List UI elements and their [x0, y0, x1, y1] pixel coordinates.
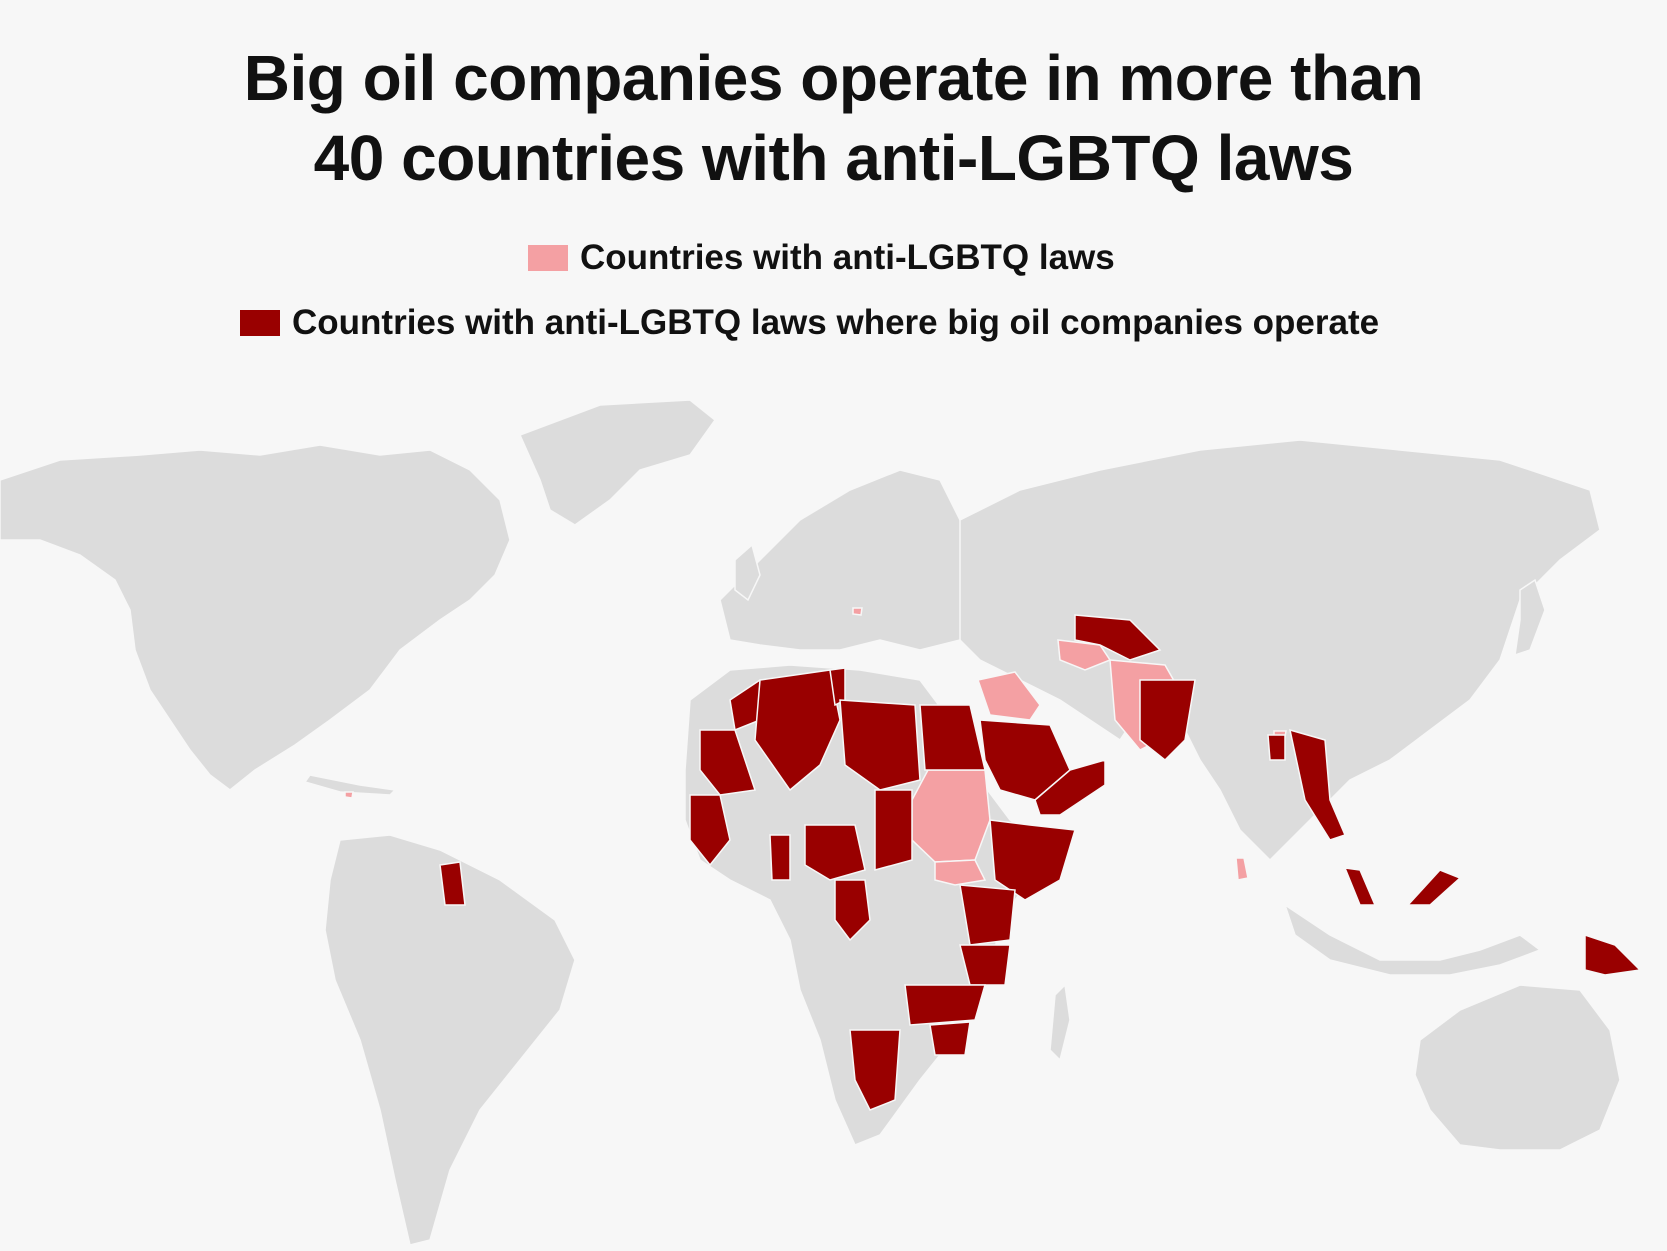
land-masses: [0, 399, 1621, 1246]
papua-new-guinea: [1584, 933, 1642, 976]
malaysia-peninsula: [1343, 867, 1377, 906]
legend-item-anti-lgbtq: Countries with anti-LGBTQ laws: [528, 238, 1115, 278]
legend-item-big-oil: Countries with anti-LGBTQ laws where big…: [240, 303, 1379, 343]
legend-swatch-dark: [240, 310, 280, 336]
indonesia: [1283, 903, 1542, 976]
haiti: [344, 791, 354, 799]
syria-iraq: [977, 671, 1041, 721]
title-line-1: Big oil companies operate in more than: [243, 42, 1424, 114]
big-oil-countries: [439, 614, 1642, 1111]
caribbean-islands: [303, 774, 397, 796]
tanzania: [959, 944, 1011, 986]
namibia: [849, 1029, 901, 1111]
pakistan-afghanistan: [1139, 679, 1196, 762]
bosnia: [852, 607, 863, 616]
japan: [1514, 578, 1546, 657]
mauritania: [699, 729, 756, 796]
guyana: [439, 861, 466, 906]
sudan: [911, 769, 991, 863]
asia: [959, 439, 1601, 862]
west-africa-coast: [689, 794, 731, 867]
south-sudan: [934, 859, 987, 886]
sri-lanka: [1235, 857, 1249, 881]
australia: [1414, 984, 1621, 1151]
myanmar: [1289, 728, 1347, 841]
ethiopia-somalia: [989, 819, 1076, 901]
title-line-2: 40 countries with anti-LGBTQ laws: [313, 122, 1354, 194]
uzbekistan: [1074, 614, 1162, 661]
egypt: [919, 704, 986, 771]
europe: [719, 469, 991, 651]
legend-label-anti-lgbtq: Countries with anti-LGBTQ laws: [580, 238, 1115, 277]
world-map: [0, 399, 1642, 1246]
libya: [839, 699, 921, 791]
cameroon-gabon: [834, 879, 871, 942]
zambia-malawi: [904, 984, 986, 1026]
legend-label-big-oil: Countries with anti-LGBTQ laws where big…: [292, 303, 1380, 342]
uk-ireland: [734, 543, 761, 602]
yemen-oman: [1034, 759, 1106, 816]
greenland: [518, 399, 717, 526]
zimbabwe: [929, 1021, 971, 1056]
south-america: [324, 834, 576, 1246]
bangladesh: [1267, 734, 1286, 761]
ghana-togo: [769, 834, 791, 881]
madagascar: [1049, 983, 1071, 1062]
nigeria: [804, 824, 866, 881]
map-title: Big oil companies operate in more than 4…: [0, 38, 1667, 198]
legend-swatch-light: [528, 245, 568, 271]
north-america: [0, 444, 511, 791]
chad: [874, 789, 913, 871]
malaysia-borneo: [1406, 869, 1462, 906]
kenya-uganda: [959, 884, 1016, 946]
